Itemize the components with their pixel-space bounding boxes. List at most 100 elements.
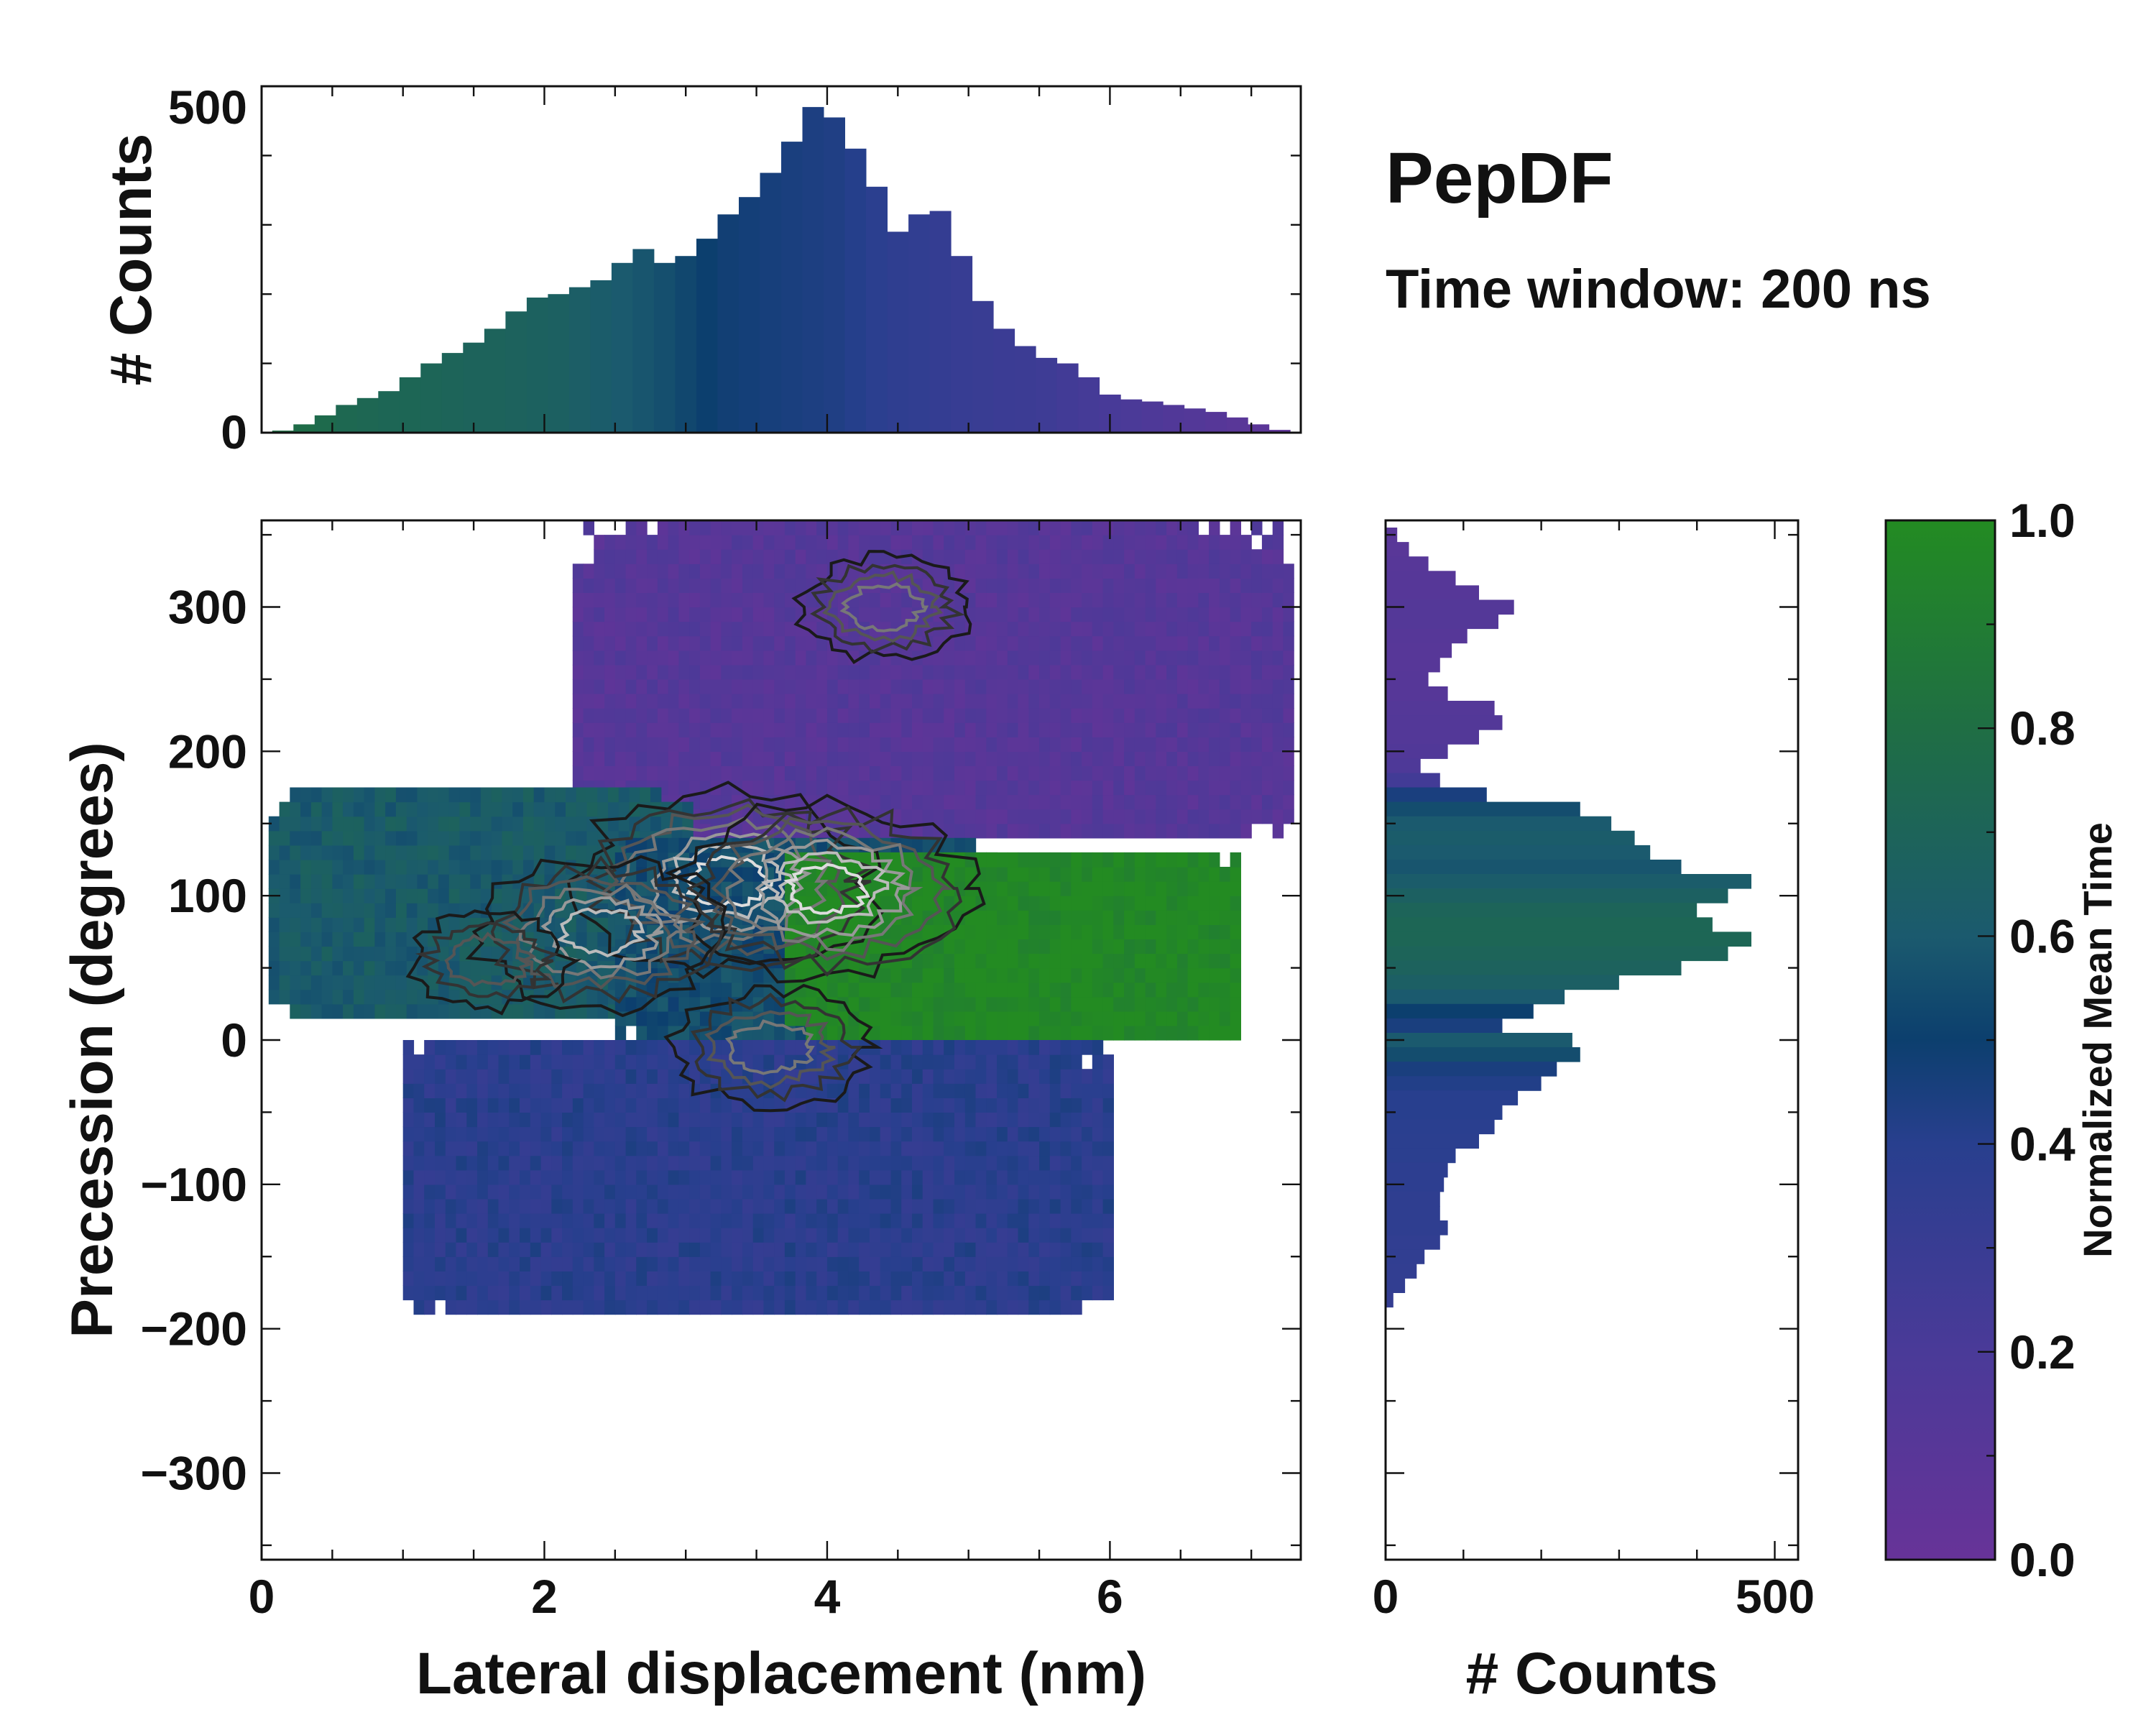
heatmap-cell (477, 1112, 489, 1128)
heatmap-cell (1251, 737, 1263, 752)
heatmap-cell (933, 664, 944, 680)
heatmap-cell (997, 953, 1008, 969)
heatmap-cell (1209, 823, 1220, 839)
heatmap-cell (279, 989, 290, 1005)
heatmap-cell (477, 1256, 489, 1271)
heatmap-cell (699, 1112, 711, 1128)
heatmap-cell (1272, 708, 1284, 723)
heatmap-cell (1039, 953, 1051, 969)
heatmap-cell (774, 852, 786, 868)
heatmap-cell (509, 1213, 520, 1228)
heatmap-cell (466, 1155, 478, 1171)
heatmap-cell (901, 1155, 913, 1171)
right-histogram-bars (1386, 528, 1751, 1308)
heatmap-cell (562, 1300, 573, 1315)
heatmap-cell (1018, 1184, 1029, 1200)
heatmap-cell (795, 1141, 807, 1156)
heatmap-cell (933, 1228, 944, 1243)
heatmap-cell (477, 1271, 489, 1286)
heatmap-cell (332, 932, 344, 947)
heatmap-cell (732, 564, 743, 579)
heatmap-cell (636, 535, 648, 550)
heatmap-cell (964, 1025, 977, 1041)
heatmap-cell (763, 1256, 775, 1271)
heatmap-cell (1071, 1198, 1082, 1214)
heatmap-cell (986, 549, 998, 564)
heatmap-cell (826, 996, 839, 1012)
heatmap-cell (986, 535, 998, 550)
figure-subtitle: Time window: 200 ns (1386, 259, 1931, 320)
heatmap-cell (657, 1285, 669, 1301)
heatmap-cell (353, 888, 365, 903)
heatmap-cell (975, 607, 987, 622)
heatmap-cell (551, 1198, 563, 1214)
heatmap-cell (1145, 621, 1156, 637)
top-histogram-bar (1036, 357, 1058, 433)
heatmap-cell (721, 592, 732, 608)
heatmap-cell (406, 830, 418, 846)
heatmap-cell (997, 1271, 1008, 1286)
heatmap-cell (1240, 809, 1252, 824)
heatmap-cell (625, 564, 637, 579)
contour-line (465, 855, 729, 1018)
heatmap-cell (689, 694, 701, 709)
heatmap-cell (614, 1228, 627, 1243)
heatmap-cell (636, 1285, 648, 1301)
contour-line (791, 550, 972, 664)
heatmap-cell (1124, 737, 1135, 752)
heatmap-cell (732, 751, 743, 766)
heatmap-cell (1071, 939, 1082, 954)
heatmap-cell (806, 1054, 817, 1070)
heatmap-cell (562, 1213, 573, 1228)
heatmap-cell (1156, 896, 1167, 911)
heatmap-cell (1028, 982, 1040, 998)
heatmap-cell (487, 1169, 499, 1185)
heatmap-cell (279, 888, 290, 903)
heatmap-cell (986, 1300, 998, 1315)
heatmap-cell (1198, 578, 1210, 593)
heatmap-cell (1145, 852, 1156, 868)
heatmap-cell (364, 1003, 375, 1019)
heatmap-cell (806, 1213, 817, 1228)
heatmap-cell (795, 1256, 807, 1271)
heatmap-cell (647, 535, 658, 550)
heatmap-cell (466, 1198, 478, 1214)
heatmap-cell (594, 1169, 605, 1185)
heatmap-cell (1145, 809, 1156, 824)
heatmap-cell (732, 1228, 743, 1243)
heatmap-cell (562, 1141, 573, 1156)
heatmap-cell (657, 765, 669, 781)
heatmap-cell (1240, 650, 1252, 666)
heatmap-cell (837, 1285, 849, 1301)
heatmap-cell (1092, 996, 1104, 1012)
heatmap-cell (880, 1213, 892, 1228)
heatmap-cell (1166, 621, 1178, 637)
heatmap-cell (1187, 549, 1199, 564)
heatmap-cell (944, 1198, 955, 1214)
heatmap-cell (774, 1169, 786, 1185)
heatmap-cell (1049, 694, 1061, 709)
heatmap-cell (1028, 881, 1040, 896)
heatmap-cell (1113, 982, 1125, 998)
heatmap-cell (1124, 650, 1135, 666)
heatmap-cell (523, 830, 535, 846)
heatmap-cell (1219, 765, 1231, 781)
heatmap-cell (975, 1112, 987, 1128)
heatmap-cell (795, 1285, 807, 1301)
colorbar-label: Normalized Mean Time (2075, 822, 2120, 1258)
heatmap-cell (1113, 1011, 1125, 1026)
heatmap-cell (647, 737, 658, 752)
right-histogram-bar (1386, 628, 1468, 644)
heatmap-cell (555, 830, 566, 846)
heatmap-cell (678, 549, 690, 564)
heatmap-cell (268, 845, 280, 860)
heatmap-cell (1230, 1011, 1241, 1026)
heatmap-cell (752, 1169, 765, 1185)
heatmap-cell (1007, 607, 1019, 622)
heatmap-cell (732, 967, 743, 983)
heatmap-cell (997, 535, 1008, 550)
heatmap-cell (604, 1040, 616, 1055)
heatmap-cell (374, 946, 386, 962)
heatmap-cell (413, 1271, 425, 1286)
heatmap-cell (1176, 910, 1189, 925)
